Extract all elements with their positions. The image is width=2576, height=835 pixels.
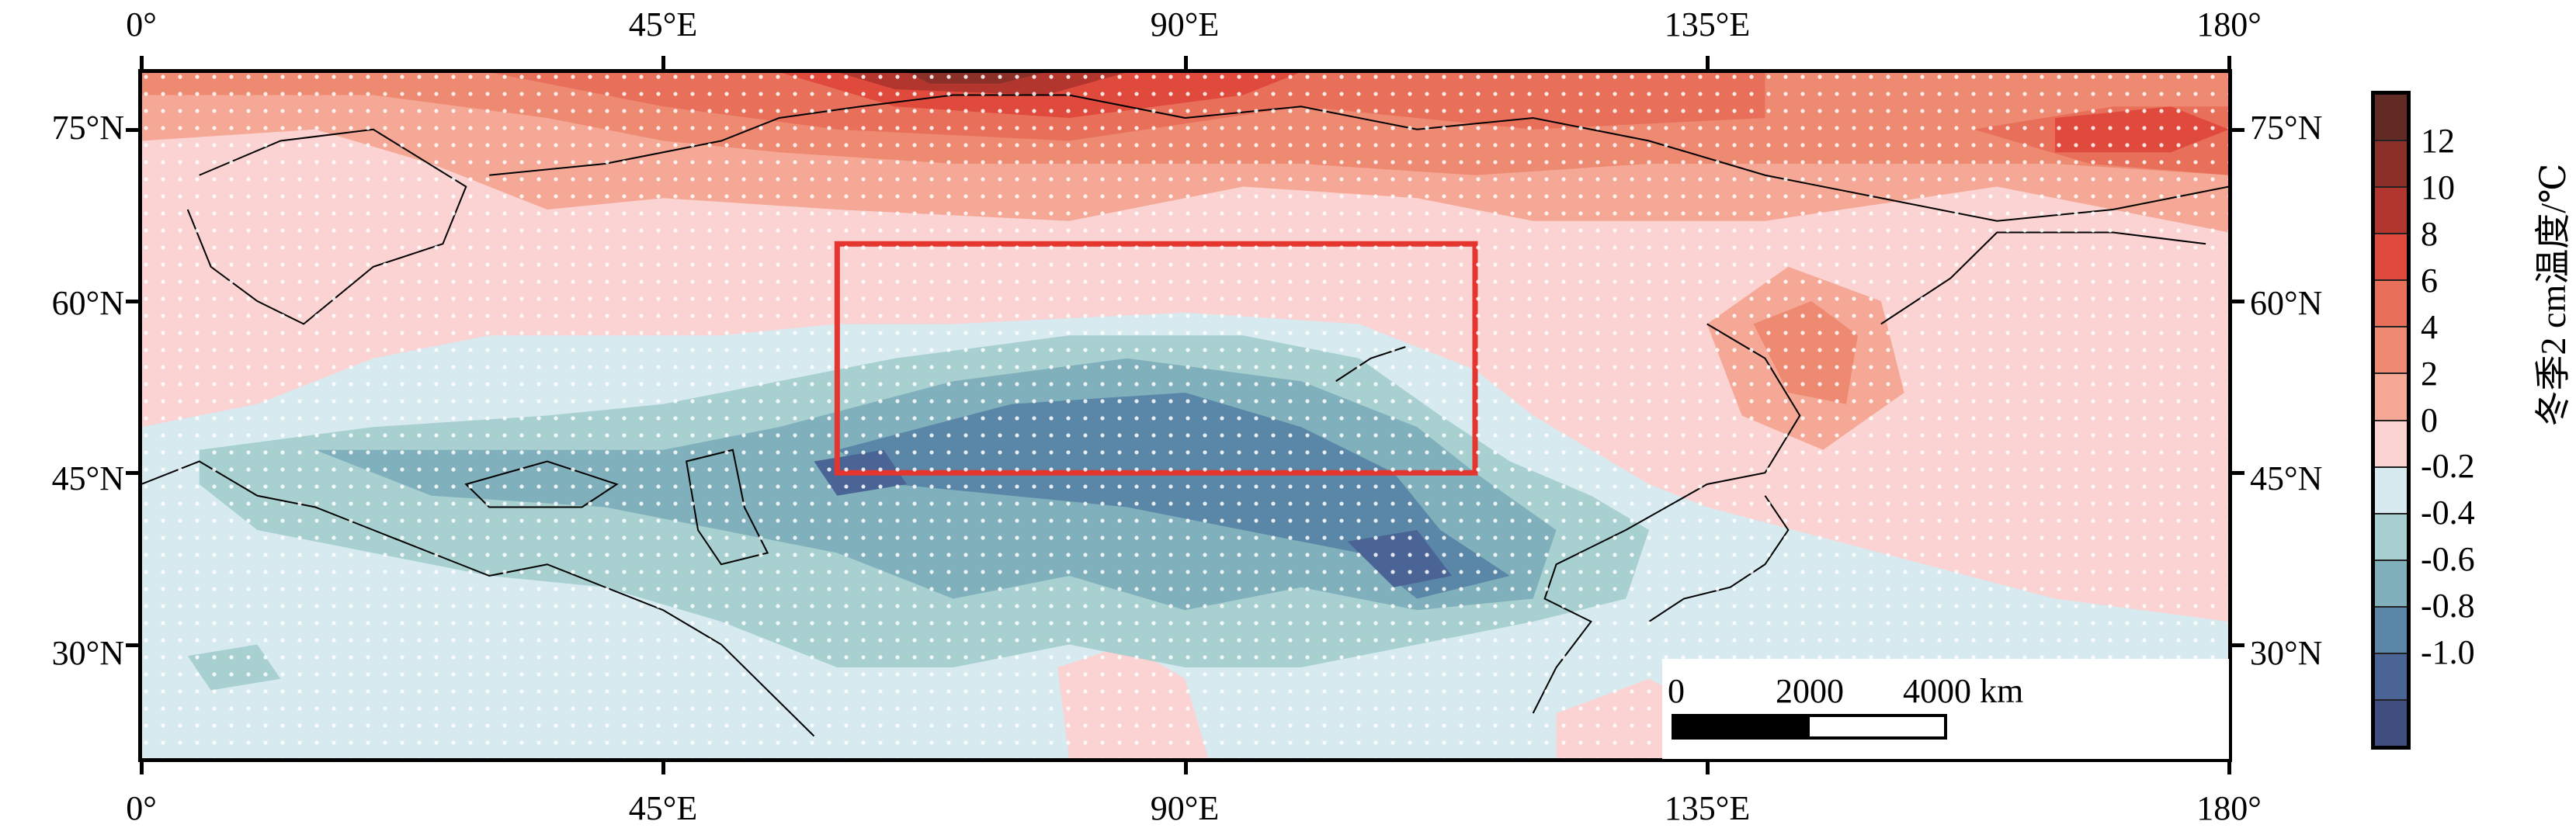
axis-tick bbox=[1183, 761, 1188, 774]
colorbar-label: -0.4 bbox=[2421, 494, 2475, 532]
colorbar-segment bbox=[2375, 421, 2407, 468]
axis-tick bbox=[1705, 761, 1710, 774]
colorbar-segment bbox=[2375, 701, 2407, 747]
axis-tick bbox=[126, 127, 140, 132]
x-tick-top: 45°E bbox=[628, 5, 698, 43]
scale-bar-black-segment bbox=[1675, 717, 1810, 736]
x-tick-bottom: 180° bbox=[2196, 789, 2262, 827]
axis-tick bbox=[2231, 471, 2244, 476]
y-tick-right: 60°N bbox=[2250, 284, 2323, 322]
colorbar-label: -1.0 bbox=[2421, 633, 2475, 672]
axis-tick bbox=[126, 300, 140, 303]
colorbar-segment bbox=[2375, 467, 2407, 515]
colorbar-label: -0.6 bbox=[2421, 540, 2475, 579]
colorbar-segment bbox=[2375, 514, 2407, 561]
map-area bbox=[141, 72, 2229, 759]
x-tick-top: 180° bbox=[2196, 5, 2262, 43]
axis-tick bbox=[661, 761, 666, 774]
scale-bar: 0 2000 4000 km bbox=[1662, 659, 2229, 759]
colorbar-label: -0.8 bbox=[2421, 587, 2475, 625]
y-tick-right: 75°N bbox=[2250, 109, 2323, 147]
colorbar-label: 12 bbox=[2421, 121, 2455, 160]
colorbar-segment bbox=[2375, 327, 2407, 375]
colorbar-segment bbox=[2375, 281, 2407, 328]
colorbar-segment bbox=[2375, 374, 2407, 421]
x-tick-bottom: 135°E bbox=[1664, 789, 1751, 827]
y-tick-left: 75°N bbox=[51, 109, 124, 147]
colorbar-segment bbox=[2375, 188, 2407, 235]
axis-tick bbox=[2231, 300, 2244, 303]
colorbar-segment bbox=[2375, 560, 2407, 608]
axis-tick bbox=[140, 761, 144, 774]
x-tick-top: 90°E bbox=[1150, 5, 1220, 43]
axis-tick bbox=[2227, 56, 2231, 70]
scale-label-2000: 2000 bbox=[1776, 672, 1844, 710]
axis-tick bbox=[126, 643, 140, 647]
y-tick-left: 30°N bbox=[51, 634, 124, 672]
colorbar bbox=[2371, 91, 2411, 750]
colorbar-segment bbox=[2375, 607, 2407, 654]
x-tick-bottom: 90°E bbox=[1150, 789, 1220, 827]
axis-tick bbox=[2231, 127, 2244, 132]
scale-bar-track bbox=[1672, 714, 1947, 740]
colorbar-segment bbox=[2375, 141, 2407, 189]
colorbar-segment bbox=[2375, 95, 2407, 142]
axis-tick bbox=[126, 471, 140, 476]
colorbar-segment bbox=[2375, 234, 2407, 282]
axis-tick bbox=[2231, 643, 2244, 647]
x-tick-bottom: 0° bbox=[126, 789, 157, 827]
colorbar-label: 2 bbox=[2421, 354, 2438, 393]
colorbar-label: 6 bbox=[2421, 261, 2438, 300]
axis-tick bbox=[140, 56, 144, 70]
colorbar-label: 4 bbox=[2421, 307, 2438, 346]
axis-tick bbox=[661, 56, 666, 70]
y-tick-left: 45°N bbox=[51, 459, 124, 497]
x-tick-bottom: 45°E bbox=[628, 789, 698, 827]
colorbar-label: 10 bbox=[2421, 168, 2455, 206]
colorbar-label: -0.2 bbox=[2421, 447, 2475, 486]
colorbar-label: 0 bbox=[2421, 400, 2438, 439]
scale-label-0: 0 bbox=[1668, 672, 1685, 710]
axis-tick bbox=[1705, 56, 1710, 70]
axis-tick bbox=[1183, 56, 1188, 70]
colorbar-segment bbox=[2375, 653, 2407, 702]
y-tick-right: 45°N bbox=[2250, 459, 2323, 497]
y-tick-right: 30°N bbox=[2250, 634, 2323, 672]
colorbar-label: 8 bbox=[2421, 214, 2438, 253]
significance-stippling bbox=[141, 72, 2229, 759]
y-tick-left: 60°N bbox=[51, 284, 124, 322]
colorbar-title: 冬季2 cm温度/℃ bbox=[2533, 163, 2573, 427]
x-tick-top: 135°E bbox=[1664, 5, 1751, 43]
scale-label-4000: 4000 km bbox=[1903, 672, 2024, 710]
axis-tick bbox=[2227, 761, 2231, 774]
x-tick-top: 0° bbox=[126, 5, 157, 43]
